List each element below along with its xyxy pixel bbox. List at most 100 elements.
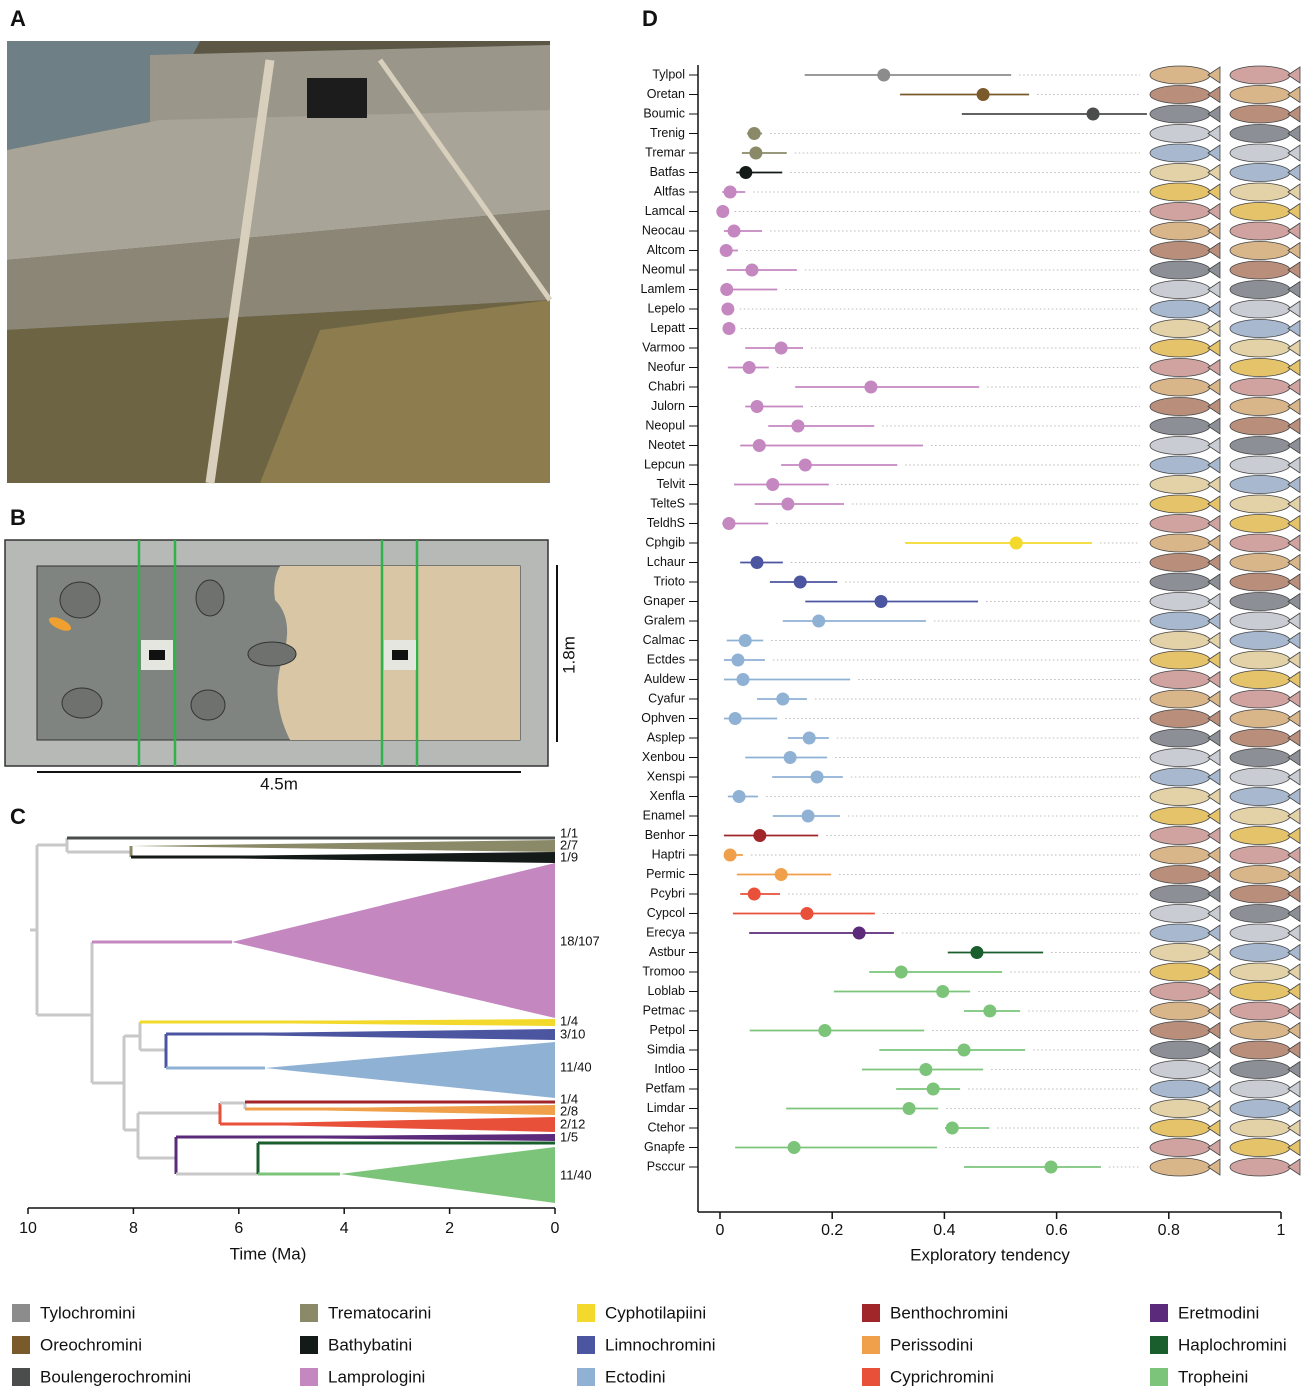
species-label: Ophven [641,711,685,725]
fish-tail [1288,613,1300,629]
fish-illustration [1230,1119,1290,1137]
species-label: Neopul [645,418,685,432]
fish-illustration [1230,983,1290,1001]
fish-illustration [1150,1119,1210,1137]
fish-tail [1288,574,1300,590]
fish-tail [1208,555,1220,571]
legend-label: Bathybatini [328,1335,412,1354]
point [743,361,756,374]
point [724,849,737,862]
fish-tail [1208,262,1220,278]
point [776,693,789,706]
fish-tail [1208,535,1220,551]
fish-tail [1288,730,1300,746]
species-label: Varmoo [642,340,685,354]
fish-illustration [1150,729,1210,747]
legend-label: Trematocarini [328,1303,431,1322]
tree-tick-label: 2 [445,1220,454,1237]
fish-tail [1288,106,1300,122]
fish-illustration [1230,593,1290,611]
fish-illustration [1150,1158,1210,1176]
fish-illustration [1150,1041,1210,1059]
fish-tail [1288,691,1300,707]
fish-tail [1288,418,1300,434]
fish-tail [1288,633,1300,649]
fish-illustration [1230,437,1290,455]
species-label: Haptri [652,847,685,861]
fish-illustration [1230,359,1290,377]
fish-illustration [1230,417,1290,435]
fish-tail [1208,165,1220,181]
fish-tail [1208,886,1220,902]
point [903,1102,916,1115]
fish-tail [1288,1003,1300,1019]
point [970,946,983,959]
species-label: Gralem [644,613,685,627]
fish-tail [1288,769,1300,785]
fish-illustration [1150,534,1210,552]
fish-illustration [1150,1100,1210,1118]
fish-illustration [1150,905,1210,923]
fish-tail [1208,223,1220,239]
fish-illustration [1150,1022,1210,1040]
fish-tail [1288,184,1300,200]
tree-tick-label: 10 [19,1220,37,1237]
fish-tail [1208,711,1220,727]
fish-illustration [1150,203,1210,221]
point [751,556,764,569]
clade-label: 18/107 [560,933,600,948]
fish-illustration [1230,183,1290,201]
legend-label: Ectodini [605,1367,665,1386]
point [802,810,815,823]
fish-illustration [1230,963,1290,981]
legend-label: Benthochromini [890,1303,1008,1322]
point [794,576,807,589]
fish-tail [1208,418,1220,434]
fish-illustration [1150,144,1210,162]
fish-illustration [1230,476,1290,494]
fish-tail [1288,262,1300,278]
fish-illustration [1150,495,1210,513]
species-label: Benhor [645,828,685,842]
species-label: Xenfla [650,789,685,803]
fish-illustration [1150,515,1210,533]
fish-tail [1208,87,1220,103]
fish-illustration [1150,105,1210,123]
fish-illustration [1150,768,1210,786]
fish-illustration [1150,963,1210,981]
species-label: Tromoo [642,964,685,978]
fish-illustration [1150,1080,1210,1098]
legend-label: Cyprichromini [890,1367,994,1386]
point [946,1122,959,1135]
legend-label: Tylochromini [40,1303,135,1322]
fish-illustration [1150,671,1210,689]
fish-illustration [1150,86,1210,104]
fish-tail [1288,301,1300,317]
fish-tail [1208,282,1220,298]
fish-illustration [1230,632,1290,650]
point [1087,108,1100,121]
fish-tail [1208,321,1220,337]
fish-illustration [1230,846,1290,864]
fish-illustration [1230,66,1290,84]
fish-tail [1288,828,1300,844]
fish-illustration [1230,339,1290,357]
fish-tail [1288,906,1300,922]
fish-tail [1208,574,1220,590]
fish-illustration [1150,983,1210,1001]
point [799,459,812,472]
species-label: Gnapfe [644,1140,685,1154]
fish-tail [1288,789,1300,805]
species-label: Petfam [645,1081,685,1095]
fish-tail [1288,1140,1300,1156]
fish-tail [1208,769,1220,785]
fish-illustration [1230,866,1290,884]
fish-illustration [1150,612,1210,630]
fish-tail [1208,516,1220,532]
species-label: Neocau [642,223,685,237]
fish-illustration [1230,729,1290,747]
legend-swatch [300,1336,318,1354]
point [722,517,735,530]
point [811,771,824,784]
fish-illustration [1150,807,1210,825]
